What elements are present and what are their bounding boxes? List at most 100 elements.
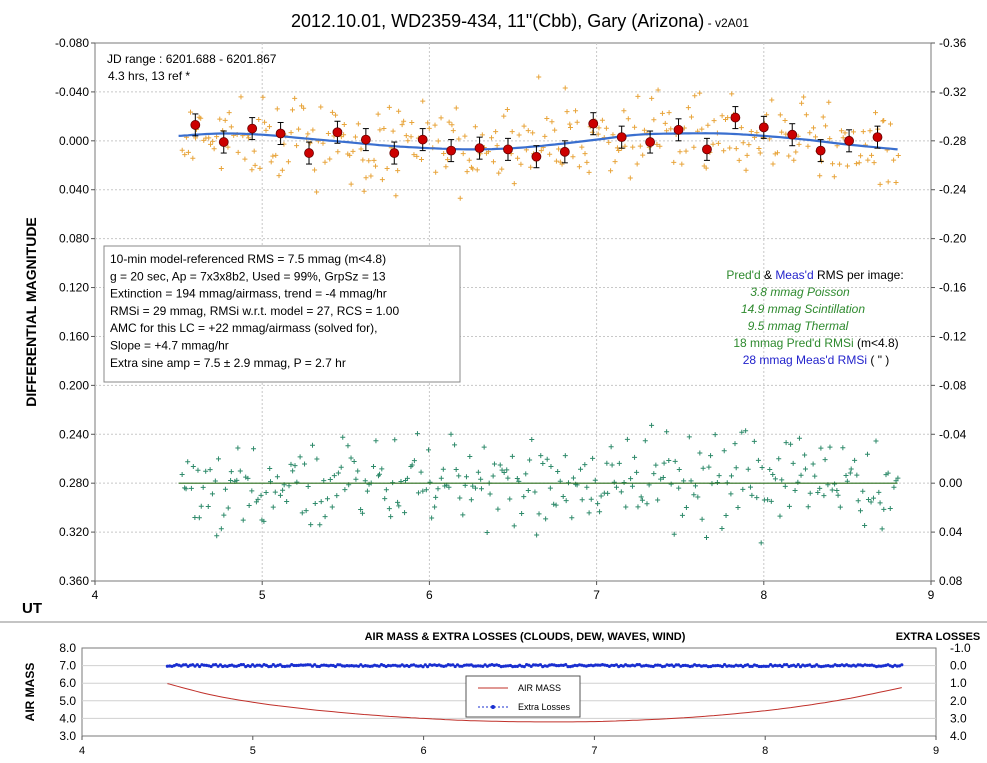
top-x-tick-label: 8 — [760, 588, 767, 602]
extra-losses-point — [748, 664, 752, 669]
extra-losses-layer — [165, 663, 904, 669]
target-star-point — [574, 119, 580, 125]
target-star-point — [850, 129, 856, 135]
bottom-x-tick-label: 9 — [933, 745, 939, 757]
check-star-point — [582, 462, 588, 468]
check-star-point — [721, 448, 727, 454]
check-star-point — [222, 486, 228, 492]
check-star-point — [624, 436, 630, 442]
extra-losses-point — [798, 665, 803, 669]
bottom-x-tick-label: 5 — [250, 745, 256, 757]
check-star-point — [749, 492, 755, 498]
check-star-point — [470, 483, 476, 489]
target-star-point — [685, 105, 691, 111]
check-star-point — [418, 469, 424, 475]
extra-losses-point — [566, 665, 570, 669]
check-star-point — [478, 476, 484, 482]
extra-losses-point — [280, 664, 285, 669]
target-star-point — [420, 98, 426, 104]
top-left-tick-label: 0.000 — [59, 134, 89, 148]
target-star-point — [426, 125, 432, 131]
check-star-point — [440, 466, 446, 472]
bottom-x-tick-label: 7 — [591, 745, 597, 757]
extra-losses-point — [278, 663, 282, 667]
target-star-point — [262, 119, 268, 125]
check-star-point — [660, 475, 666, 481]
extra-losses-point — [663, 664, 667, 668]
extra-losses-point — [757, 664, 761, 669]
model-curve-layer — [178, 132, 898, 151]
check-star-point — [676, 466, 682, 472]
check-star-point — [712, 432, 718, 438]
check-star-point — [457, 495, 463, 501]
check-star-point — [840, 445, 846, 451]
extra-losses-point — [895, 664, 899, 668]
target-star-point — [222, 117, 228, 123]
target-star-point — [831, 174, 837, 180]
check-star-point — [695, 494, 701, 500]
binned-average-point — [872, 132, 883, 143]
target-star-point — [393, 193, 399, 199]
extra-losses-point — [554, 664, 559, 668]
check-star-point — [796, 435, 802, 441]
check-star-point — [329, 504, 335, 510]
target-star-point — [570, 154, 576, 160]
target-star-point — [786, 153, 792, 159]
target-star-point — [757, 150, 763, 156]
extra-losses-point — [214, 663, 218, 667]
check-star-point — [679, 512, 685, 518]
extra-losses-point — [299, 663, 303, 667]
target-star-point — [453, 105, 459, 111]
top-x-tick-label: 5 — [259, 588, 266, 602]
bottom-x-tick-label: 6 — [421, 745, 427, 757]
top-right-tick-label: -0.28 — [939, 134, 967, 148]
check-star-point — [288, 461, 294, 467]
check-star-point — [536, 511, 542, 517]
check-star-point — [205, 504, 211, 510]
top-left-tick-label: -0.080 — [55, 36, 89, 50]
check-star-point — [345, 443, 351, 449]
target-star-point — [536, 74, 542, 80]
check-star-point — [708, 453, 714, 459]
extra-losses-point — [637, 663, 642, 667]
target-star-point — [662, 120, 668, 126]
check-star-point — [598, 493, 604, 499]
target-star-point — [217, 116, 223, 122]
target-star-point — [727, 145, 733, 151]
target-star-point — [182, 152, 188, 158]
target-star-point — [494, 143, 500, 149]
check-star-point — [827, 444, 833, 450]
check-star-point — [427, 479, 433, 485]
target-star-point — [567, 124, 573, 130]
target-star-point — [256, 117, 262, 123]
target-star-point — [433, 169, 439, 175]
target-star-point — [715, 140, 721, 146]
target-star-point — [869, 152, 875, 158]
check-star-point — [588, 496, 594, 502]
check-star-point — [595, 501, 601, 507]
target-star-point — [769, 97, 775, 103]
check-star-point — [683, 504, 689, 510]
check-star-point — [655, 497, 661, 503]
check-star-point — [732, 441, 738, 447]
check-star-point — [629, 483, 635, 489]
check-star-point — [414, 431, 420, 437]
check-star-point — [188, 485, 194, 491]
check-star-point — [590, 455, 596, 461]
target-star-point — [671, 159, 677, 165]
target-star-point — [777, 112, 783, 118]
target-star-points — [179, 74, 901, 201]
target-star-point — [276, 173, 282, 179]
target-star-point — [860, 129, 866, 135]
binned-average-point — [332, 127, 343, 138]
check-star-point — [563, 498, 569, 504]
extra-losses-point — [559, 663, 563, 667]
check-star-point — [768, 498, 774, 504]
target-star-point — [411, 152, 417, 158]
check-star-point — [342, 487, 348, 493]
chart-title-suffix: - v2A01 — [704, 16, 749, 30]
target-star-point — [738, 125, 744, 131]
target-star-point — [589, 129, 595, 135]
top-right-tick-label: -0.08 — [939, 378, 967, 392]
